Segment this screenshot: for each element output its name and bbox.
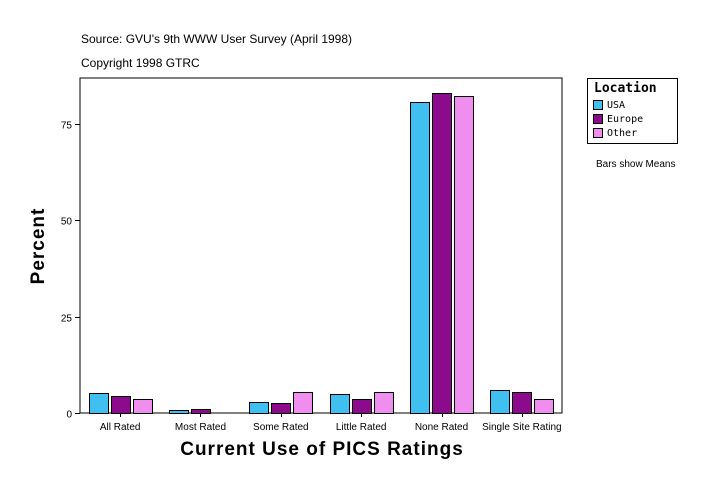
bar-europe-3 [352,399,372,414]
bar-europe-5 [512,392,532,414]
bar-other-0 [133,399,153,414]
bar-europe-0 [111,396,131,414]
bar-usa-1 [169,410,189,414]
legend-item-europe: Europe [593,113,643,125]
bar-europe-2 [271,403,291,414]
legend-swatch-other [593,128,603,138]
legend-title: Location [594,81,657,96]
bar-other-2 [293,392,313,414]
x-tick-label: Most Rated [175,422,226,433]
y-tick-label: 50 [61,217,73,228]
plot-area [79,77,563,414]
bar-usa-0 [89,393,109,414]
legend-item-usa: USA [593,99,625,111]
y-tick-label: 75 [61,121,73,132]
x-tick-label: None Rated [415,422,468,433]
x-axis: All Rated Most Rated Some Rated Little Rate… [100,413,562,433]
y-axis: 0 25 50 75 [61,121,80,421]
bar-usa-5 [490,390,510,414]
legend-swatch-europe [593,114,603,124]
legend-label-other: Other [607,127,638,139]
bar-usa-4 [410,102,430,414]
y-tick-label: 0 [66,410,72,421]
chart-copyright: Copyright 1998 GTRC [81,56,200,70]
y-tick-label: 25 [61,314,73,325]
bar-usa-3 [330,394,350,414]
x-tick-label: Single Site Rating [482,422,562,433]
legend: Location USA Europe Other [587,78,678,144]
x-tick-label: Some Rated [253,422,309,433]
x-tick-label: Little Rated [336,422,387,433]
legend-label-usa: USA [607,99,626,111]
x-tick-label: All Rated [100,422,141,433]
bar-other-5 [534,399,554,414]
chart-note: Bars show Means [596,159,676,170]
chart-source: Source: GVU's 9th WWW User Survey (April… [81,32,353,46]
legend-item-other: Other [593,127,637,139]
legend-label-europe: Europe [607,113,644,125]
bar-other-3 [374,392,394,414]
legend-swatch-usa [593,100,603,110]
bar-usa-2 [249,402,269,414]
bar-other-4 [454,96,474,414]
bar-europe-4 [432,93,452,414]
x-axis-label: Current Use of PICS Ratings [180,439,464,460]
y-axis-label: Percent [28,207,49,285]
bar-europe-1 [191,409,211,414]
